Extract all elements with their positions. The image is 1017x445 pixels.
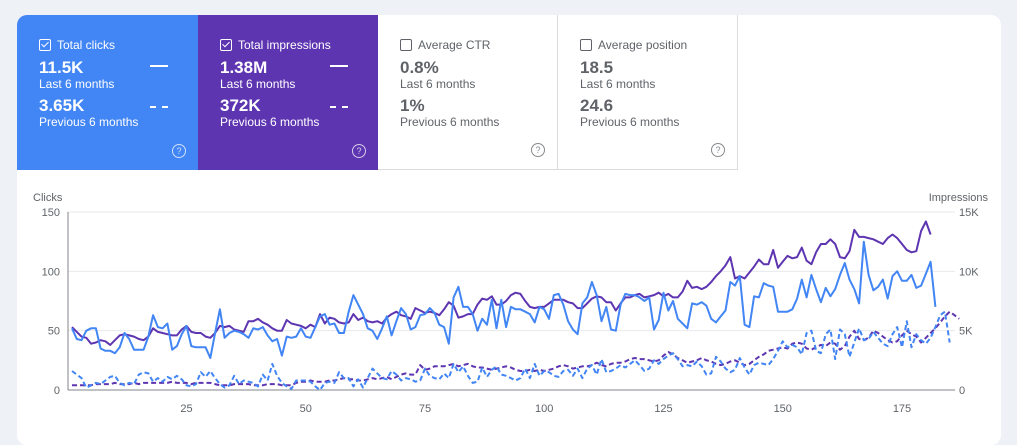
card-average-ctr[interactable]: Average CTR 0.8% Last 6 months 1% Previo… xyxy=(378,15,558,170)
x-tick-label: 125 xyxy=(654,403,672,415)
x-tick-label: 25 xyxy=(180,403,192,415)
card-value: 18.5 xyxy=(580,58,614,77)
card-prev-label: Previous 6 months xyxy=(39,115,139,129)
y-tick-right-label: 0 xyxy=(959,385,965,397)
checkbox-checked-icon[interactable] xyxy=(220,39,232,51)
help-icon[interactable]: ? xyxy=(172,144,186,158)
card-value-label: Last 6 months xyxy=(39,77,115,91)
card-value: 1.38M xyxy=(220,58,268,77)
y-tick-left-label: 100 xyxy=(42,266,60,278)
help-icon[interactable]: ? xyxy=(711,143,725,157)
card-prev-label: Previous 6 months xyxy=(220,115,320,129)
y-tick-left-label: 0 xyxy=(54,385,60,397)
x-tick-label: 150 xyxy=(774,403,792,415)
checkbox-unchecked-icon[interactable] xyxy=(400,39,412,51)
y-tick-left-label: 50 xyxy=(48,326,60,338)
card-title: Total impressions xyxy=(238,38,331,52)
y-tick-left-label: 150 xyxy=(42,207,60,219)
metric-cards: Total clicks 11.5K Last 6 months 3.65K P… xyxy=(17,15,738,170)
card-prev-value: 372K xyxy=(220,96,261,115)
card-title: Average CTR xyxy=(418,38,491,52)
help-icon[interactable]: ? xyxy=(531,143,545,157)
x-tick-label: 75 xyxy=(419,403,431,415)
solid-line-legend-icon xyxy=(150,65,168,67)
card-title: Average position xyxy=(598,38,688,52)
card-title: Total clicks xyxy=(57,38,116,52)
card-prev-value: 3.65K xyxy=(39,96,85,115)
card-prev-value: 24.6 xyxy=(580,96,614,115)
y-tick-right-label: 5K xyxy=(959,326,973,338)
card-prev-label: Previous 6 months xyxy=(580,115,680,129)
card-total-impressions[interactable]: Total impressions 1.38M Last 6 months 37… xyxy=(198,15,378,170)
y-tick-right-label: 10K xyxy=(959,266,979,278)
card-total-clicks[interactable]: Total clicks 11.5K Last 6 months 3.65K P… xyxy=(17,15,198,170)
y-tick-right-label: 15K xyxy=(959,207,979,219)
x-tick-label: 175 xyxy=(893,403,911,415)
card-prev-value: 1% xyxy=(400,96,425,115)
dashed-line-legend-icon xyxy=(330,106,348,108)
card-average-position[interactable]: Average position 18.5 Last 6 months 24.6… xyxy=(558,15,738,170)
y-axis-left-label: Clicks xyxy=(33,192,63,204)
checkbox-checked-icon[interactable] xyxy=(39,39,51,51)
x-tick-label: 100 xyxy=(535,403,553,415)
y-axis-right-label: Impressions xyxy=(929,192,989,204)
card-value-label: Last 6 months xyxy=(580,77,656,91)
card-value-label: Last 6 months xyxy=(400,77,476,91)
performance-panel: Total clicks 11.5K Last 6 months 3.65K P… xyxy=(17,15,1001,445)
series-line-total-clicks-previous xyxy=(71,310,951,391)
checkbox-unchecked-icon[interactable] xyxy=(580,39,592,51)
performance-chart: Clicks Impressions 0 0 50 5K 100 10K 150 15K 25 5… xyxy=(33,192,989,415)
card-prev-label: Previous 6 months xyxy=(400,115,500,129)
help-icon[interactable]: ? xyxy=(352,144,366,158)
series-line-total-clicks-current xyxy=(71,240,937,359)
card-value-label: Last 6 months xyxy=(220,77,296,91)
solid-line-legend-icon xyxy=(330,65,348,67)
x-tick-label: 50 xyxy=(300,403,312,415)
card-value: 0.8% xyxy=(400,58,439,77)
card-value: 11.5K xyxy=(39,58,84,77)
dashed-line-legend-icon xyxy=(150,106,168,108)
